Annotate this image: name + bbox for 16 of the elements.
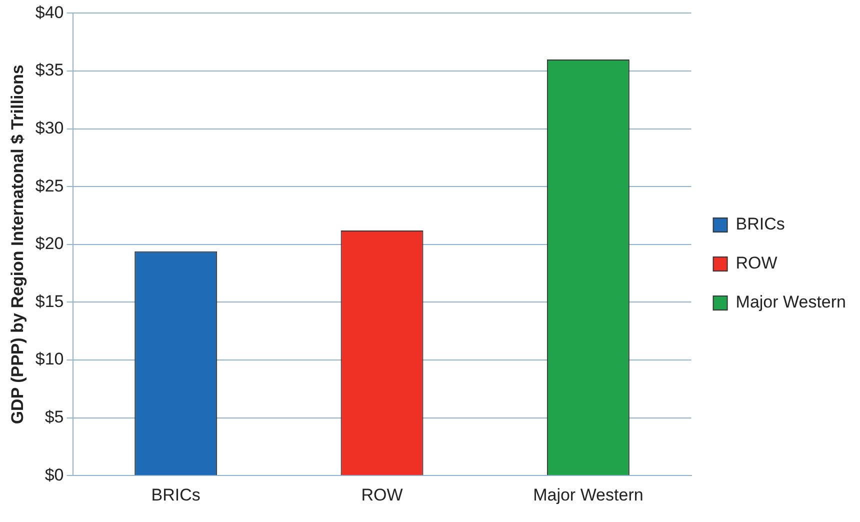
x-tick-label: Major Western [533, 485, 644, 504]
y-tick-label: $40 [35, 2, 64, 22]
y-tick-label: $35 [35, 60, 64, 80]
legend-label: ROW [736, 254, 778, 273]
y-tick-label: $20 [35, 234, 64, 254]
y-tick-label: $30 [35, 118, 64, 138]
x-tick-label: BRICs [151, 485, 200, 504]
y-tick-label: $0 [44, 465, 64, 484]
y-tick-label: $25 [35, 176, 64, 196]
legend-label: Major Western [736, 292, 846, 312]
y-tick-label: $15 [35, 292, 64, 311]
legend-label: BRICs [736, 214, 785, 234]
y-tick-label: $5 [44, 407, 64, 426]
y-tick-label: $10 [35, 350, 64, 369]
x-tick-label: ROW [361, 485, 403, 504]
y-axis-title: GDP (PPP) by Region Internatonal $ Trillions [8, 64, 27, 424]
